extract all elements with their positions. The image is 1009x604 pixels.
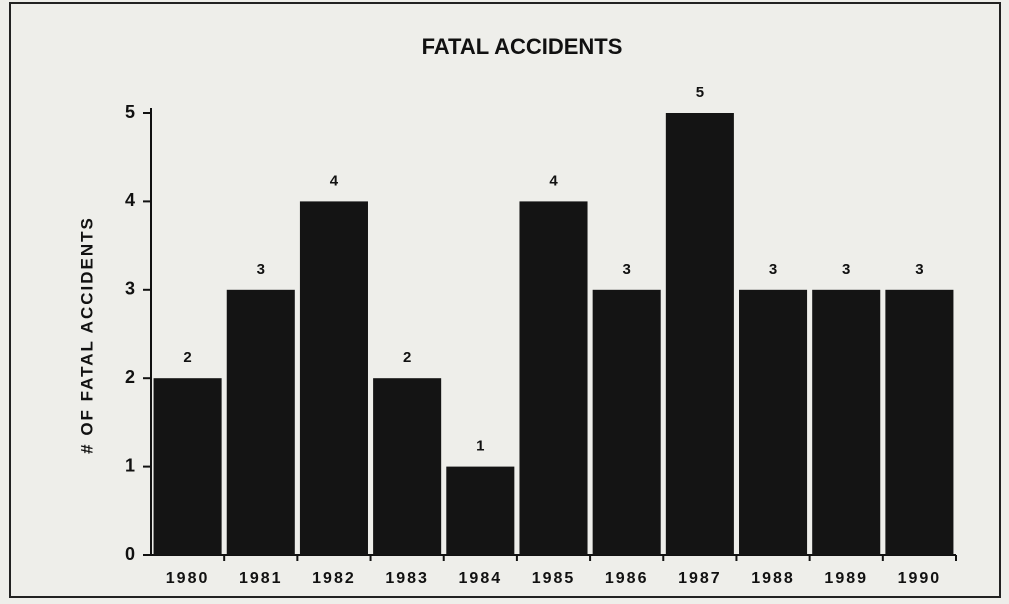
value-label: 3 (623, 261, 631, 278)
value-label: 4 (330, 172, 339, 189)
bar (812, 289, 881, 555)
value-label: 1 (476, 438, 484, 455)
x-tick-label: 1987 (678, 570, 722, 587)
y-tick-label: 5 (125, 102, 135, 122)
bar (226, 289, 295, 555)
value-label: 3 (915, 261, 923, 278)
x-tick-label: 1988 (751, 570, 795, 587)
x-tick-label: 1984 (459, 570, 503, 587)
bar (519, 201, 588, 555)
x-tick-label: 1990 (898, 570, 942, 587)
bar (739, 289, 808, 555)
bar (373, 378, 442, 555)
x-tick-label: 1980 (166, 570, 210, 587)
y-tick-label: 4 (125, 190, 135, 210)
y-tick-label: 2 (125, 367, 135, 387)
frame (9, 2, 1001, 598)
bar (592, 289, 661, 555)
value-label: 3 (257, 261, 265, 278)
y-axis-label: # OF FATAL ACCIDENTS (77, 216, 96, 454)
value-label: 3 (842, 261, 850, 278)
value-label: 2 (183, 349, 191, 366)
value-label: 5 (696, 84, 704, 101)
bar (885, 289, 954, 555)
y-tick-label: 1 (125, 455, 135, 475)
value-label: 3 (769, 261, 777, 278)
value-label: 2 (403, 349, 411, 366)
x-tick-label: 1989 (824, 570, 868, 587)
x-tick-label: 1985 (532, 570, 576, 587)
x-tick-label: 1982 (312, 570, 356, 587)
chart-title: FATAL ACCIDENTS (422, 34, 623, 59)
y-tick-label: 3 (125, 279, 135, 299)
y-tick-label: 0 (125, 544, 135, 564)
bar (446, 466, 515, 555)
bar (299, 201, 368, 555)
bar (665, 113, 734, 555)
x-tick-label: 1986 (605, 570, 649, 587)
bar (153, 378, 222, 555)
x-tick-label: 1981 (239, 570, 283, 587)
value-label: 4 (549, 172, 558, 189)
x-tick-label: 1983 (385, 570, 429, 587)
